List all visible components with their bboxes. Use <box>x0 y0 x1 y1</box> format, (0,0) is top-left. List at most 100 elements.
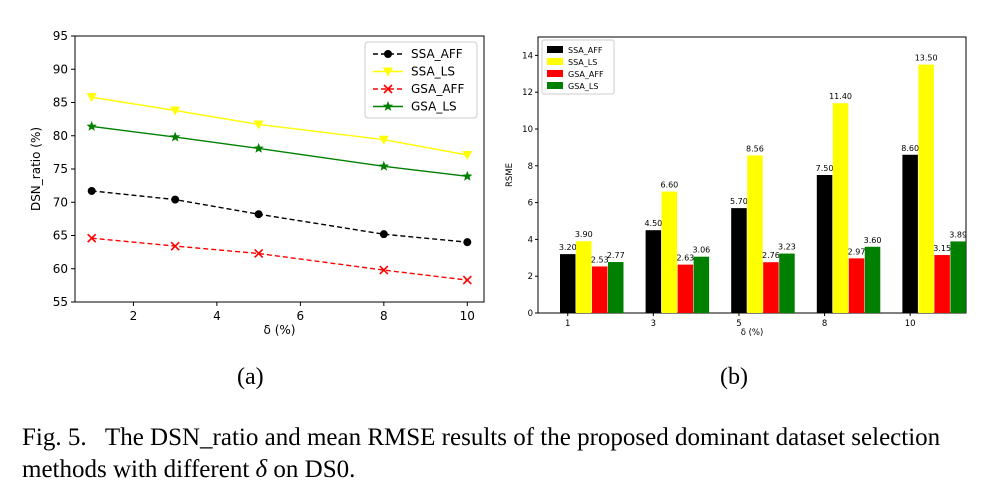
bar <box>747 155 763 313</box>
x-tick-label: 10 <box>460 309 475 323</box>
data-point <box>254 210 263 219</box>
y-tick-label: 2 <box>528 272 533 282</box>
x-tick-label: 3 <box>651 319 656 329</box>
bar-value-label: 7.50 <box>816 164 834 173</box>
legend-label: SSA_LS <box>568 58 597 67</box>
legend-marker <box>382 101 394 111</box>
series-ssa-aff <box>87 186 472 247</box>
series-ssa-ls: 3.90 6.60 8.56 11.40 13.50 <box>575 54 938 314</box>
legend-label: GSA_AFF <box>568 70 604 79</box>
data-point <box>87 186 96 195</box>
data-point <box>379 230 388 239</box>
legend: SSA_AFF SSA_LS GSA_AFF GSA_LS <box>541 39 615 95</box>
bar <box>661 191 678 313</box>
bar-value-label: 2.97 <box>848 247 866 256</box>
x-tick-label: 2 <box>130 309 138 323</box>
data-point <box>462 275 472 285</box>
series-gsa-aff <box>87 233 472 285</box>
bar <box>832 103 849 314</box>
y-tick-label: 65 <box>53 229 68 243</box>
x-tick-label: 1 <box>565 319 570 329</box>
y-tick-label: 14 <box>522 51 533 61</box>
series-line <box>91 237 468 281</box>
data-point <box>171 195 180 204</box>
data-point <box>253 142 264 153</box>
rmse-bar-chart: 0 2 4 6 8 10 12 14 1 3 5 8 10 δ (%) RSME 3.20 4.50 5.70 7.… <box>505 36 967 338</box>
data-point <box>378 160 390 171</box>
legend-label: GSA_LS <box>568 82 598 91</box>
x-tick-label: 5 <box>736 319 741 329</box>
bar <box>608 262 624 313</box>
bar <box>848 258 865 313</box>
subfigure-a-label: (a) <box>237 364 264 390</box>
data-point <box>379 265 389 275</box>
bar-value-label: 2.76 <box>762 251 780 260</box>
x-tick-label: 6 <box>297 309 305 323</box>
bar <box>779 253 795 313</box>
bar <box>934 255 950 313</box>
data-point <box>170 241 180 251</box>
bar <box>592 266 608 313</box>
y-tick-label: 8 <box>528 162 533 172</box>
bar <box>645 230 662 313</box>
legend-marker <box>383 84 393 94</box>
y-tick-label: 80 <box>53 129 68 143</box>
bar <box>864 246 881 313</box>
bar <box>950 241 966 313</box>
legend-swatch <box>547 46 563 53</box>
bar <box>816 175 833 313</box>
data-point <box>378 135 389 145</box>
legend-label: SSA_AFF <box>568 46 603 55</box>
caption-fig-label: Fig. 5. <box>22 424 87 451</box>
data-point <box>169 131 181 142</box>
y-tick-label: 4 <box>528 235 533 245</box>
y-tick-label: 75 <box>53 162 68 176</box>
series-line <box>91 190 468 243</box>
caption-text-after: on DS0. <box>273 456 356 483</box>
bar-value-label: 6.60 <box>660 181 678 190</box>
x-tick-label: 10 <box>905 319 916 329</box>
bar-value-label: 3.89 <box>949 230 967 239</box>
series-line <box>91 125 468 177</box>
bar-value-label: 3.23 <box>778 243 796 252</box>
subfigure-b-label: (b) <box>720 364 748 390</box>
y-tick-label: 70 <box>53 195 68 209</box>
legend-swatch <box>547 58 563 65</box>
bar-value-label: 2.53 <box>591 255 609 264</box>
bar-value-label: 4.50 <box>644 219 662 228</box>
bar <box>677 264 694 313</box>
y-axis-label: DSN_ratio (%) <box>29 127 43 211</box>
y-tick-label: 60 <box>53 262 68 276</box>
bar <box>731 208 747 313</box>
y-tick-label: 6 <box>528 199 533 209</box>
legend-marker <box>384 50 392 58</box>
legend: SSA_AFF SSA_LS GSA_AFF GSA_LS <box>364 41 478 119</box>
data-point <box>463 238 472 247</box>
series-gsa-aff: 2.53 2.63 2.76 2.97 3.15 <box>591 244 951 313</box>
data-point <box>254 248 264 259</box>
bar <box>902 154 918 313</box>
x-tick-label: 8 <box>380 309 388 323</box>
bar-value-label: 13.50 <box>915 54 938 63</box>
legend-label: SSA_AFF <box>411 47 463 61</box>
legend-label: GSA_LS <box>411 100 457 114</box>
bar-value-label: 3.20 <box>559 243 577 252</box>
data-point <box>170 106 181 116</box>
legend-swatch <box>547 70 563 77</box>
y-tick-label: 12 <box>522 88 533 98</box>
series-gsa-ls: 2.77 3.06 3.23 3.60 3.89 <box>607 230 967 313</box>
caption-text-before: The DSN_ratio and mean RMSE results of t… <box>22 424 941 483</box>
bar-value-label: 8.56 <box>746 144 764 153</box>
data-point <box>462 170 473 181</box>
y-tick-label: 10 <box>522 125 533 135</box>
legend-swatch <box>547 82 563 89</box>
bar <box>918 64 934 313</box>
bar-value-label: 2.63 <box>676 254 694 263</box>
y-tick-label: 90 <box>53 62 68 76</box>
y-tick-label: 55 <box>53 295 68 309</box>
x-axis-label: δ (%) <box>741 328 764 338</box>
bar <box>576 241 592 313</box>
bar-value-label: 2.77 <box>607 251 625 260</box>
bar-value-label: 3.90 <box>575 230 593 239</box>
series-gsa-ls <box>86 120 473 181</box>
